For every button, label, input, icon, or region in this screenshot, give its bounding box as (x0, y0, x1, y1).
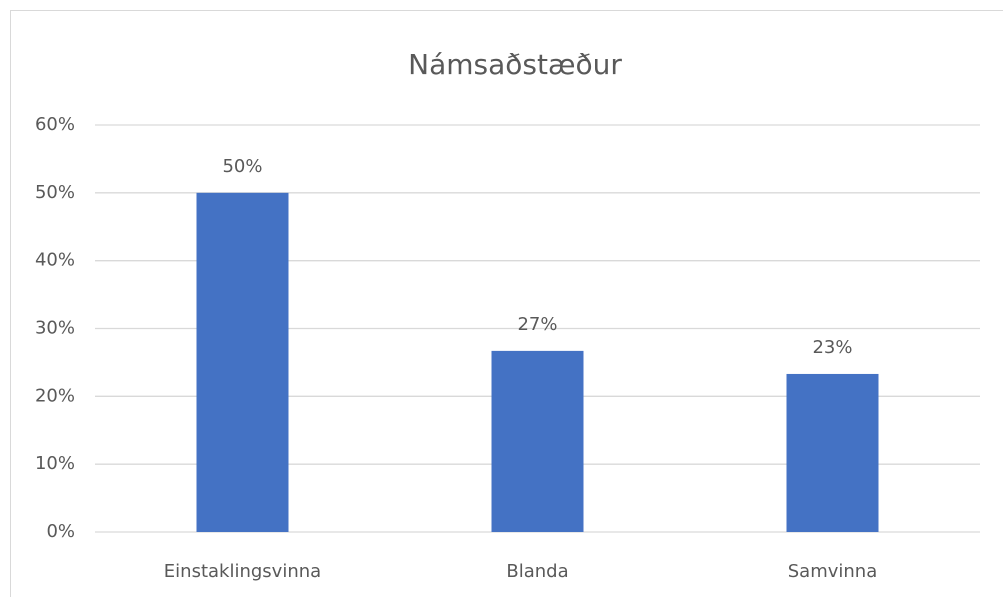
y-tick-label: 50% (35, 182, 75, 203)
x-tick-label: Blanda (506, 561, 568, 582)
y-tick-label: 0% (46, 521, 75, 542)
y-tick-label: 10% (35, 453, 75, 474)
y-tick-label: 20% (35, 385, 75, 406)
data-label: 27% (517, 314, 557, 335)
data-label: 50% (222, 156, 262, 177)
bar (196, 192, 289, 533)
bar (491, 350, 584, 532)
y-tick-label: 30% (35, 318, 75, 339)
x-tick-label: Einstaklingsvinna (164, 561, 321, 582)
chart-title: Námsaðstæður (408, 48, 622, 81)
y-tick-label: 40% (35, 250, 75, 271)
data-label: 23% (812, 337, 852, 358)
x-tick-label: Samvinna (788, 561, 878, 582)
y-tick-label: 60% (35, 114, 75, 135)
bar (786, 373, 879, 532)
